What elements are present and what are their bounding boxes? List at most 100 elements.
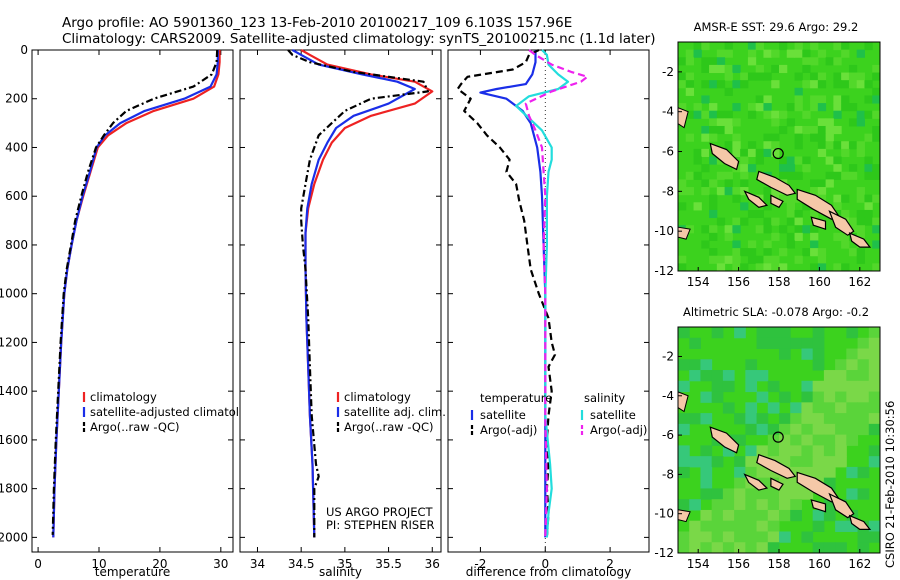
map-cell [716,110,726,119]
map-cell [734,509,746,522]
map-cell [812,391,825,403]
map-cell [841,240,850,249]
x-tick-label: 0 [34,557,42,571]
temperature-panel: 0 10 20 30 0 200 400 600 800 1000 1200 1400 1600 1800… [0,43,260,579]
map-cell [732,64,741,74]
map-cell [693,148,702,157]
map-cell [755,255,764,264]
map-cell [724,171,733,180]
map-cell [724,72,733,81]
map-cell [755,103,764,112]
map-cell [835,391,847,403]
y-tick-label: -6 [662,428,674,442]
map-cell [833,95,842,104]
map-cell [817,255,827,264]
map-cell [745,456,758,468]
map-cell [872,133,881,142]
map-cell [709,118,718,127]
argo-location-marker [772,147,784,160]
map-cell [763,194,772,203]
legend-entry: satellite-adjusted climatology [90,405,260,419]
map-cell [734,531,746,543]
map-cell [747,103,757,112]
map-cell [771,187,780,196]
map-cell [802,164,811,173]
map-cell [872,87,881,96]
x-axis-label: difference from climatology [466,565,632,579]
map-cell [678,531,690,543]
map-cell [724,225,733,234]
map-cell [846,380,859,393]
map-cell [835,445,847,457]
plot-frame [31,49,234,553]
series-line-argo-adj- [456,49,557,538]
map-cell [701,110,710,119]
map-cell [790,434,802,446]
map-cell [833,164,842,173]
y-tick-label: 200 [5,92,28,106]
map-cell [709,80,718,89]
map-cell [745,423,758,436]
map-cell [802,225,811,234]
map-cell [756,542,769,554]
map-cell [857,531,870,543]
map-cell [802,64,811,74]
map-cell [732,248,741,257]
map-cell [846,423,859,436]
map-cell [864,95,873,104]
map-cell [701,80,710,89]
map-cell [779,456,791,468]
x-tick-label: 35 [337,557,352,571]
island-shape [810,216,827,231]
x-tick-label: 154 [687,557,710,571]
map-cell [794,49,803,58]
map-cell [763,110,772,119]
map-cell [823,542,836,554]
x-axis-label: temperature [95,565,170,579]
map-cell [685,80,695,89]
map-cell [817,141,827,150]
map-cell [794,141,803,150]
map-cell [755,263,764,272]
map-cell [872,64,881,74]
map-cell [771,148,780,157]
map-cell [790,488,802,500]
map-cell [734,434,746,446]
map-cell [767,488,780,500]
map-cell [857,542,870,554]
map-cell [835,413,847,425]
map-cell [801,402,814,414]
map-cell [779,499,791,511]
map-cell [716,80,726,89]
map-cell [678,202,687,211]
map-cell [678,327,690,339]
map-cell [801,423,814,436]
map-cell [724,49,733,58]
map-cell [856,194,865,203]
map-cell [700,391,713,403]
map-cell [794,156,803,165]
map-cell [833,57,842,66]
map-cell [868,348,881,360]
map-cell [763,217,772,226]
map-cell [856,148,865,157]
map-cell [716,263,726,272]
map-cell [700,520,713,532]
map-cell [709,125,718,135]
map-cell [872,194,881,203]
map-cell [817,133,827,142]
map-cell [779,445,791,457]
map-cell [846,413,859,425]
map-cell [823,413,836,425]
map-cell [732,255,741,264]
map-cell [823,370,836,382]
map-cell [767,499,780,511]
map-cell [724,232,733,241]
map-cell [740,164,749,173]
map-cell [716,64,726,74]
map-cell [701,133,710,142]
map-cell [812,327,825,339]
map-cell [711,520,724,532]
map-cell [763,255,772,264]
map-cell [711,531,724,543]
